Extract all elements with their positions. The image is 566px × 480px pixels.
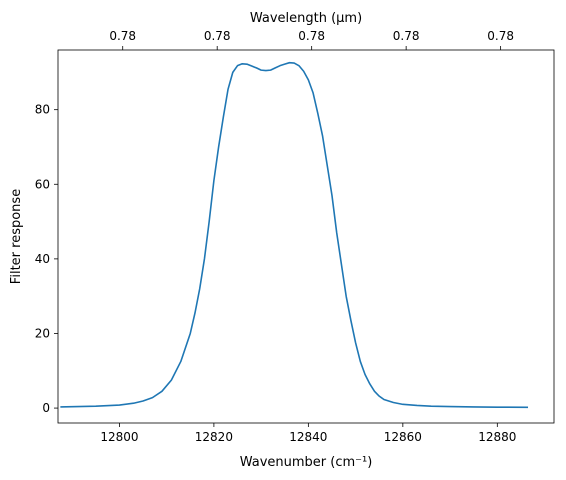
- top-x-axis-label: Wavelength (μm): [250, 11, 362, 26]
- x-tick-label: 12840: [289, 430, 327, 444]
- x-tick-label: 12820: [195, 430, 233, 444]
- x-tick-label: 12880: [478, 430, 516, 444]
- x-tick-label: 12800: [100, 430, 138, 444]
- y-tick-label: 20: [35, 326, 50, 340]
- top-tick-label: 0.78: [298, 29, 325, 43]
- series-line: [60, 61, 529, 409]
- y-axis-label: Filter response: [9, 189, 24, 284]
- top-tick-label: 0.78: [109, 29, 136, 43]
- y-tick-label: 60: [35, 177, 50, 191]
- x-axis-label: Wavenumber (cm⁻¹): [240, 455, 373, 470]
- top-x-axis: 0.78 0.78 0.78 0.78 0.78: [109, 29, 514, 50]
- y-tick-label: 0: [42, 401, 50, 415]
- left-y-axis: 0 20 40 60 80: [35, 103, 58, 415]
- bottom-x-axis: 12800 12820 12840 12860 12880: [100, 423, 516, 444]
- top-tick-label: 0.78: [204, 29, 231, 43]
- y-tick-label: 80: [35, 103, 50, 117]
- top-tick-label: 0.78: [487, 29, 514, 43]
- y-tick-label: 40: [35, 252, 50, 266]
- plot-frame: [57, 49, 555, 424]
- top-tick-label: 0.78: [393, 29, 420, 43]
- x-tick-label: 12860: [384, 430, 422, 444]
- plot-area: [60, 61, 529, 409]
